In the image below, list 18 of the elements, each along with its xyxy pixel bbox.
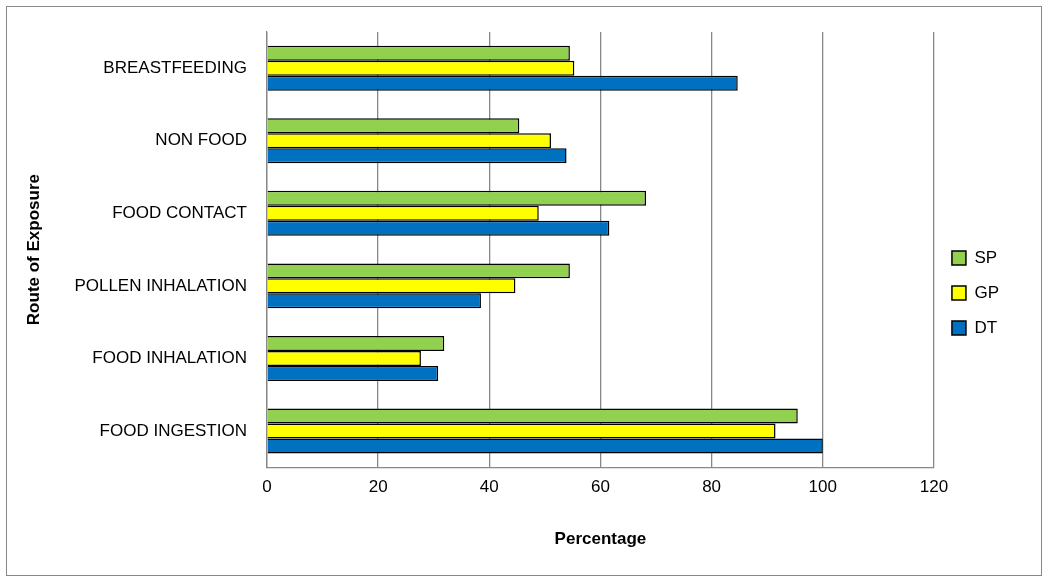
x-tick-label: 60 bbox=[590, 477, 610, 497]
x-tick-label: 0 bbox=[262, 477, 272, 497]
y-tick-label: NON FOOD bbox=[155, 130, 247, 150]
x-tick-label: 80 bbox=[702, 477, 722, 497]
y-tick-label: FOOD INGESTION bbox=[99, 420, 247, 440]
y-tick-label: BREASTFEEDING bbox=[103, 57, 247, 77]
x-axis-title: Percentage bbox=[554, 529, 647, 549]
y-tick-label: FOOD CONTACT bbox=[112, 203, 247, 223]
y-tick-label: POLLEN INHALATION bbox=[74, 275, 247, 295]
x-tick-label: 40 bbox=[479, 477, 499, 497]
legend-label: GP bbox=[974, 282, 999, 302]
legend-label: SP bbox=[974, 247, 998, 267]
x-tick-label: 100 bbox=[808, 477, 837, 497]
x-tick-label: 20 bbox=[368, 477, 388, 497]
x-tick-label: 120 bbox=[919, 477, 949, 497]
y-tick-label: FOOD INHALATION bbox=[92, 348, 247, 368]
legend-label: DT bbox=[974, 317, 998, 337]
y-axis-title: Route of Exposure bbox=[23, 174, 43, 326]
